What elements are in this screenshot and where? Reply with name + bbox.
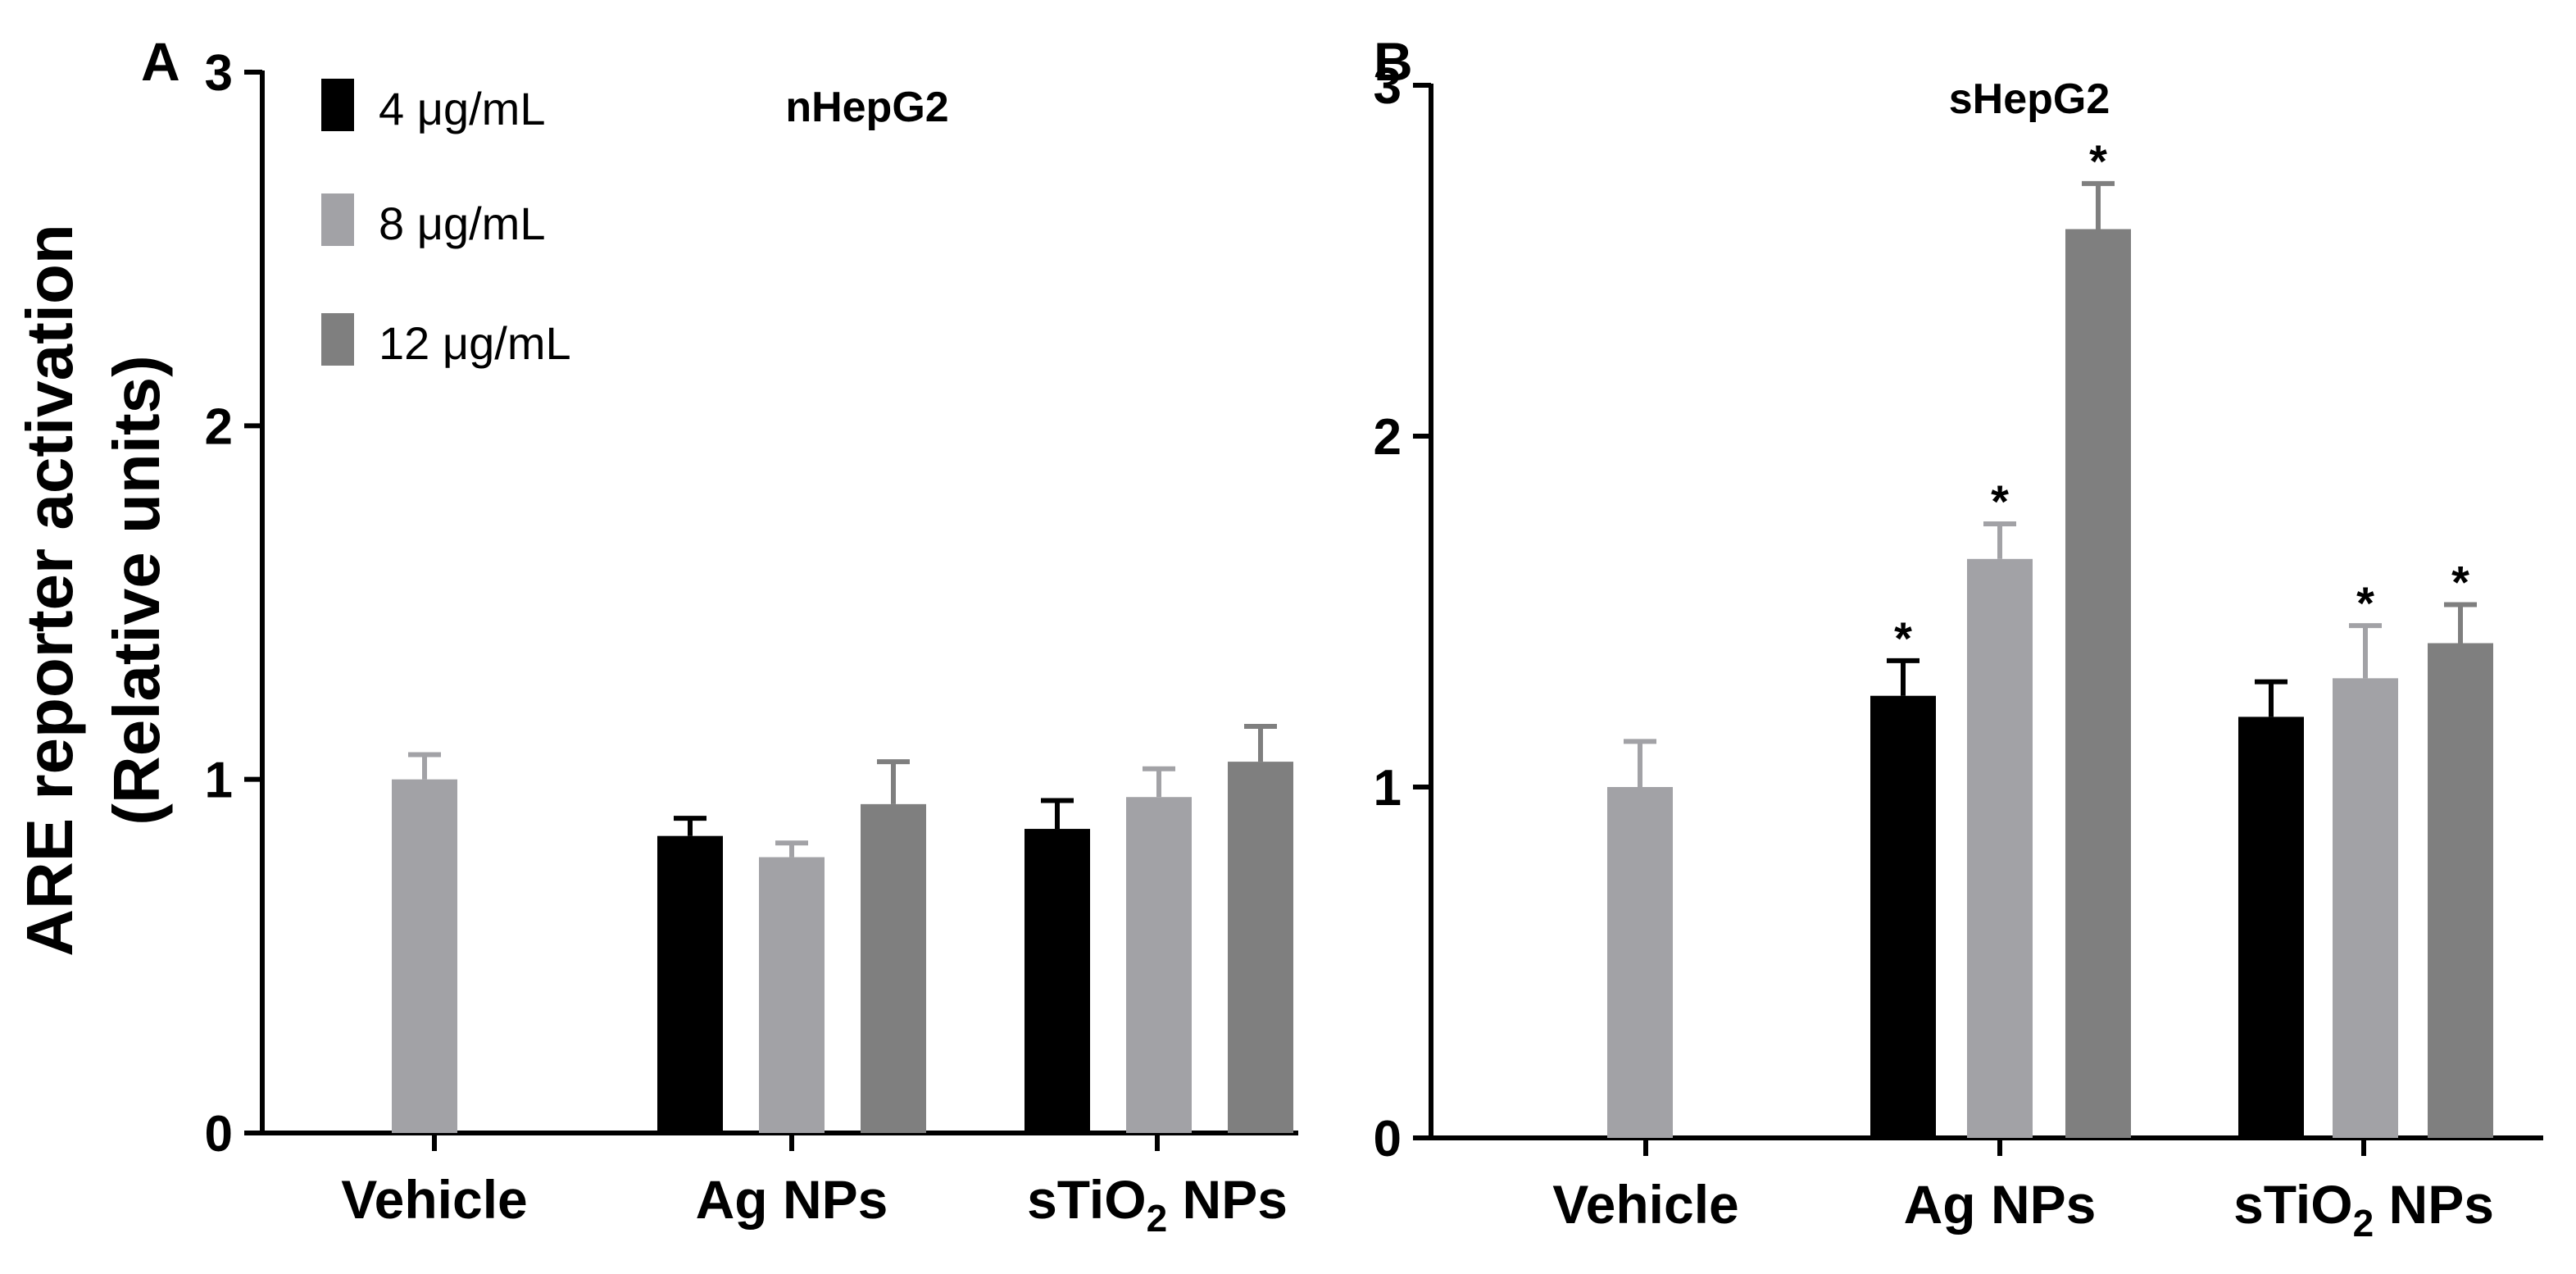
panel-b-title: sHepG2 [1949, 75, 2110, 123]
panel-b-y-tick-label: 0 [1374, 1111, 1402, 1167]
legend-swatch-8 [321, 193, 354, 246]
panel-a-title: nHepG2 [785, 84, 948, 131]
panel-a-category-label: Ag NPs [696, 1169, 888, 1230]
panel-a-bar-ag-nps-4 [657, 835, 723, 1133]
panel-a-letter: A [141, 31, 180, 92]
panel-a-category-label: sTiO2 NPs [1027, 1169, 1288, 1240]
panel-b-bar-stio-4 [2238, 717, 2304, 1138]
panel-b-category-label: Vehicle [1552, 1174, 1739, 1235]
panel-b-significance-marker: * [2356, 577, 2374, 629]
panel-b-category-label: sTiO2 NPs [2233, 1174, 2494, 1244]
panel-b-bar-ag-nps-12 [2065, 229, 2131, 1139]
panel-a-y-tick-label: 2 [205, 398, 233, 455]
panel-a-bar-ag-nps-8 [759, 857, 825, 1133]
panel-a-bar-stio-12 [1228, 762, 1293, 1133]
panel-b-category-label: Ag NPs [1904, 1174, 2097, 1235]
panel-a-bar-stio-4 [1024, 829, 1090, 1133]
panel-b-bar-ag-nps-8 [1967, 558, 2033, 1138]
panel-b-y-tick-label: 2 [1374, 409, 1402, 466]
y-axis-label-line1: ARE reporter activation [13, 224, 86, 957]
panel-b-significance-marker: * [2089, 135, 2107, 187]
panel-a-y-tick-label: 3 [205, 45, 233, 102]
panel-b-significance-marker: * [1991, 475, 2009, 527]
panel-a-category-label: Vehicle [341, 1169, 528, 1230]
legend: 4 μg/mL 8 μg/mL 12 μg/mL [321, 79, 571, 369]
panel-b-bar-vehicle-8 [1607, 787, 1673, 1138]
panel-b-letter: B [1374, 31, 1413, 92]
panel-b-significance-marker: * [2451, 556, 2469, 607]
panel-b-bar-ag-nps-4 [1870, 695, 1936, 1138]
panel-a-bar-vehicle-8 [392, 779, 457, 1133]
panel-a-bar-stio-8 [1126, 797, 1192, 1133]
panel-b-plot: 0 1 2 3 Vehicle Ag NPs * * * sTiO2 NPs * * [1374, 58, 2543, 1244]
panel-b-y-tick-label: 3 [1374, 58, 1402, 115]
legend-label-12: 12 μg/mL [379, 317, 571, 369]
panel-b-y-tick-label: 1 [1374, 760, 1402, 817]
legend-label-4: 4 μg/mL [379, 83, 545, 134]
legend-label-8: 8 μg/mL [379, 198, 545, 249]
panel-b-bar-stio-12 [2428, 643, 2493, 1138]
panel-a-plot: 0 1 2 3 Vehicle Ag NPs sTiO2 NPs [205, 45, 1298, 1240]
panel-a-bar-ag-nps-12 [861, 803, 926, 1133]
legend-swatch-12 [321, 313, 354, 366]
panel-a-y-tick-label: 1 [205, 753, 233, 809]
panel-a-y-tick-label: 0 [205, 1106, 233, 1163]
y-axis-label-line2: (Relative units) [100, 355, 173, 825]
panel-b-significance-marker: * [1894, 612, 1912, 664]
legend-swatch-4 [321, 79, 354, 131]
panel-b-bar-stio-8 [2333, 678, 2398, 1138]
